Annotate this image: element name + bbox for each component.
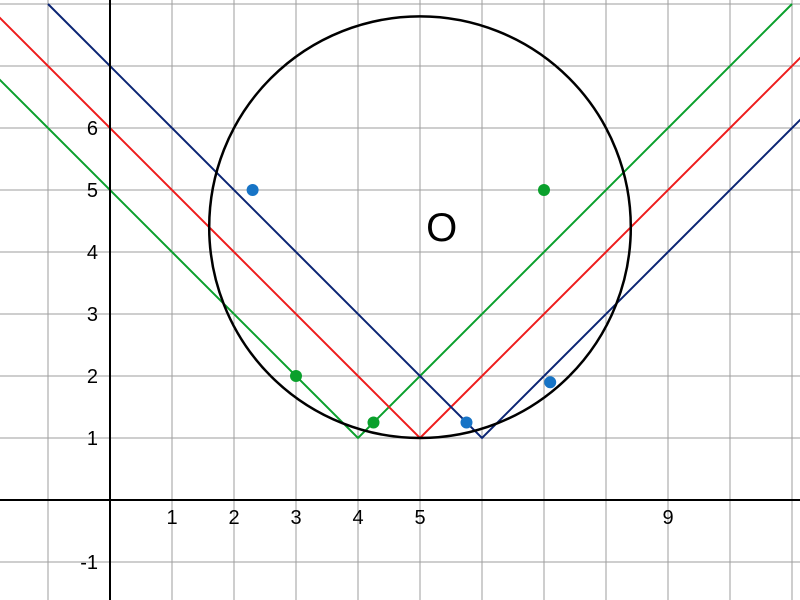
y-tick-label: 2 bbox=[87, 366, 98, 388]
marker-point bbox=[290, 370, 302, 382]
plot-background bbox=[0, 0, 800, 600]
x-tick-label: 4 bbox=[352, 507, 363, 529]
y-tick-label: -1 bbox=[80, 552, 98, 574]
x-tick-label: 9 bbox=[662, 507, 673, 529]
x-tick-label: 3 bbox=[290, 507, 301, 529]
y-tick-label: 6 bbox=[87, 118, 98, 140]
math-plot: 123459-1123456xyO bbox=[0, 0, 800, 600]
marker-point bbox=[538, 184, 550, 196]
y-tick-label: 4 bbox=[87, 242, 98, 264]
marker-point bbox=[461, 417, 473, 429]
marker-point bbox=[247, 184, 259, 196]
x-tick-label: 5 bbox=[414, 507, 425, 529]
x-tick-label: 1 bbox=[166, 507, 177, 529]
circle-label: O bbox=[426, 206, 457, 250]
x-tick-label: 2 bbox=[228, 507, 239, 529]
y-tick-label: 5 bbox=[87, 180, 98, 202]
y-tick-label: 3 bbox=[87, 304, 98, 326]
y-tick-label: 1 bbox=[87, 428, 98, 450]
marker-point bbox=[544, 376, 556, 388]
marker-point bbox=[368, 417, 380, 429]
